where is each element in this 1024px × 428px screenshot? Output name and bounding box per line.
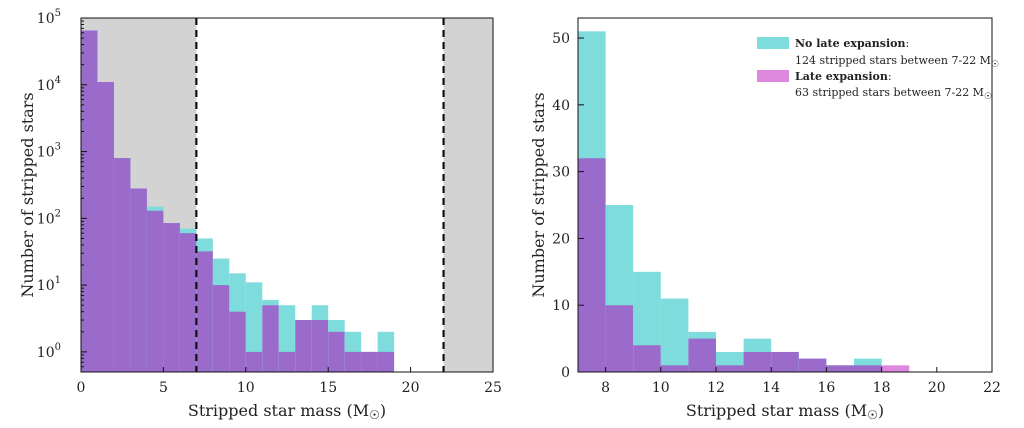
- y-tick-label: 20: [552, 231, 570, 247]
- bar-late-expansion: [633, 345, 661, 372]
- bar-late-expansion: [146, 210, 164, 372]
- x-tick-label: 14: [762, 380, 780, 396]
- bar-no-late-expansion: [245, 282, 263, 372]
- x-tick-label: 22: [983, 380, 1001, 396]
- x-tick-label: 5: [159, 380, 168, 396]
- bar-no-late-expansion: [660, 298, 689, 372]
- x-tick-label: 18: [873, 380, 891, 396]
- bar-late-expansion: [130, 188, 147, 372]
- bar-late-expansion: [344, 351, 362, 372]
- y-tick-label: 10: [552, 298, 570, 314]
- bar-late-expansion: [688, 338, 716, 372]
- y-tick-label: 105: [37, 8, 61, 27]
- y-tick-label: 102: [37, 208, 61, 227]
- bar-late-expansion: [278, 351, 296, 372]
- bar-late-expansion: [798, 358, 827, 372]
- bar-late-expansion: [113, 158, 131, 372]
- bar-late-expansion: [743, 351, 772, 372]
- left-x-ticks: 0 5 10 15 20 25: [77, 367, 502, 396]
- left-vertical-lines: [195, 18, 445, 372]
- x-tick-label: 15: [319, 380, 337, 396]
- x-tick-label: 20: [402, 380, 420, 396]
- y-tick-label: 104: [37, 75, 61, 94]
- x-tick-label: 16: [817, 380, 835, 396]
- left-x-axis-label: Stripped star mass (M☉): [188, 401, 386, 422]
- shaded-region: [443, 18, 493, 372]
- bar-late-expansion: [295, 320, 312, 372]
- left-histogram-panel: 0 5 10 15 20 25 100 101 102 103 104 105 Stripped s…: [18, 8, 502, 422]
- bar-late-expansion: [716, 365, 744, 372]
- bar-late-expansion: [97, 82, 114, 373]
- left-y-axis-label: Number of stripped stars: [18, 92, 37, 297]
- x-tick-label: 10: [652, 380, 670, 396]
- x-tick-label: 8: [601, 380, 610, 396]
- bar-late-expansion: [328, 331, 345, 372]
- legend: No late expansion: 124 stripped stars be…: [757, 37, 999, 102]
- left-histogram-bars: [81, 30, 395, 373]
- right-histogram-panel: 8 10 12 14 16 18 20 22 0 10 20 30 40 50 Stripped sta…: [529, 17, 1001, 422]
- left-axes-frame: [80, 17, 494, 373]
- bar-late-expansion: [826, 365, 854, 372]
- right-axes-frame: [577, 17, 993, 373]
- y-tick-label: 100: [37, 342, 61, 361]
- y-tick-label: 50: [552, 31, 570, 47]
- bar-late-expansion: [660, 365, 689, 372]
- y-tick-label: 30: [552, 165, 570, 181]
- legend-swatch-late-expansion: [757, 70, 789, 82]
- left-y-ticks: 100 101 102 103 104 105: [37, 8, 87, 368]
- bar-late-expansion: [881, 365, 910, 372]
- legend-detail-no-late-expansion: 124 stripped stars between 7-22 M☉: [795, 54, 999, 70]
- bar-late-expansion: [605, 305, 634, 372]
- bar-late-expansion: [163, 223, 180, 372]
- bar-late-expansion: [196, 251, 213, 372]
- bar-late-expansion: [311, 320, 329, 372]
- right-histogram-bars: [578, 31, 910, 372]
- x-tick-label: 25: [484, 380, 502, 396]
- legend-title-late-expansion: Late expansion:: [795, 70, 892, 83]
- bar-late-expansion: [179, 233, 197, 372]
- bar-late-expansion: [245, 351, 263, 372]
- bar-late-expansion: [377, 351, 395, 372]
- bar-late-expansion: [212, 285, 230, 372]
- legend-title-no-late-expansion: No late expansion:: [795, 37, 909, 50]
- right-y-ticks: 0 10 20 30 40 50: [552, 31, 584, 381]
- x-tick-label: 12: [707, 380, 725, 396]
- x-tick-label: 0: [77, 380, 86, 396]
- y-tick-label: 101: [37, 275, 61, 294]
- bar-late-expansion: [854, 365, 882, 372]
- legend-swatch-no-late-expansion: [757, 37, 789, 49]
- bar-late-expansion: [229, 311, 246, 372]
- right-y-axis-label: Number of stripped stars: [529, 92, 548, 297]
- y-tick-label: 0: [561, 365, 570, 381]
- bar-late-expansion: [81, 30, 98, 372]
- right-x-axis-label: Stripped star mass (M☉): [686, 401, 884, 422]
- bar-late-expansion: [361, 351, 378, 372]
- y-tick-label: 103: [37, 142, 61, 161]
- legend-detail-late-expansion: 63 stripped stars between 7-22 M☉: [795, 86, 992, 102]
- right-x-ticks: 8 10 12 14 16 18 20 22: [601, 367, 1001, 396]
- bar-late-expansion: [771, 351, 799, 372]
- bar-late-expansion: [578, 158, 606, 372]
- bar-late-expansion: [262, 305, 279, 372]
- y-tick-label: 40: [552, 98, 570, 114]
- x-tick-label: 20: [928, 380, 946, 396]
- x-tick-label: 10: [237, 380, 255, 396]
